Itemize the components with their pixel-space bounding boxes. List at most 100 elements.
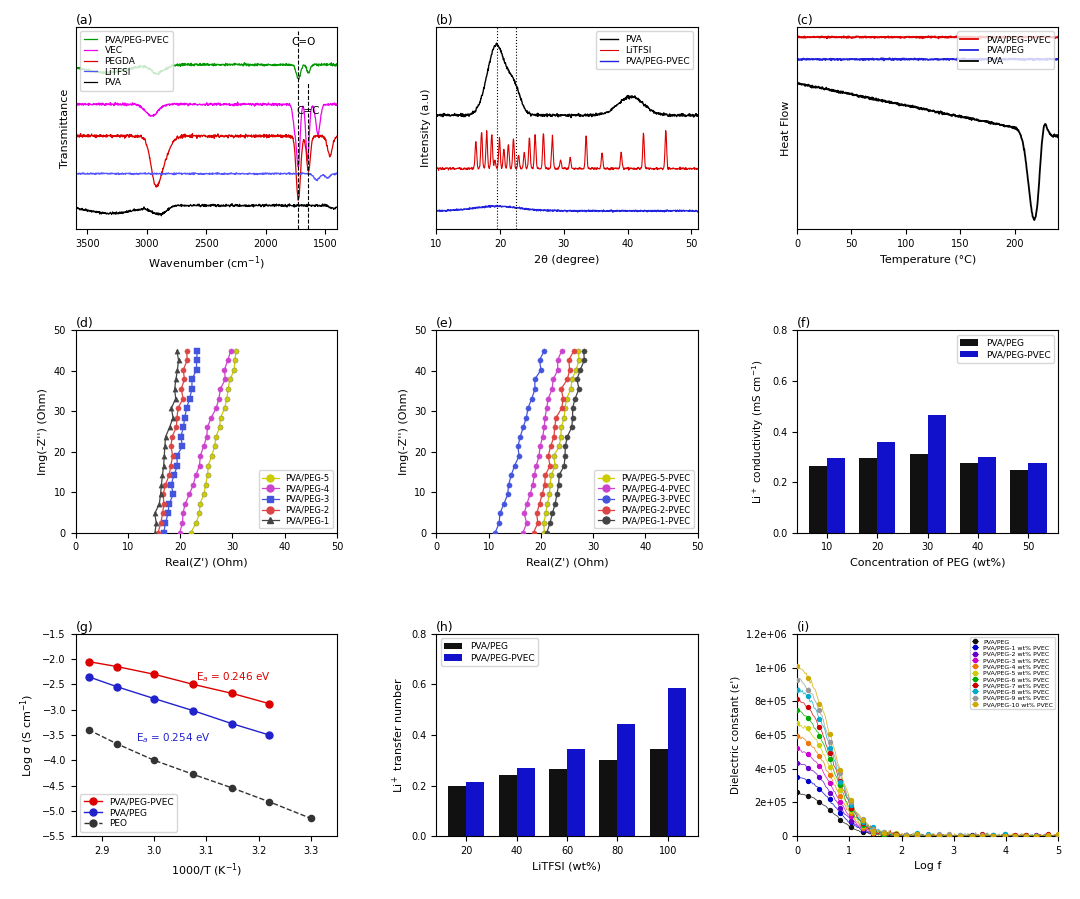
Point: [832, 783, 849, 797]
Point: [865, 823, 882, 838]
LiTFSI: [283, 167, 296, 178]
Point: [887, 828, 904, 842]
LiTFSI: [235, 168, 248, 179]
Point: [1039, 829, 1056, 843]
Point: [1050, 829, 1067, 843]
Point: [518, 516, 536, 530]
Point: [865, 823, 882, 838]
Y-axis label: Intensity (a.u): Intensity (a.u): [421, 89, 431, 167]
Point: [570, 382, 588, 396]
Point: [821, 803, 838, 817]
Line: PVA/PEG-PVEC: PVA/PEG-PVEC: [76, 63, 337, 79]
Point: [535, 516, 552, 530]
Text: (f): (f): [797, 317, 811, 330]
PVA: [1052, 131, 1065, 142]
Point: [887, 828, 904, 842]
Point: [156, 449, 173, 463]
Point: [575, 343, 592, 358]
PEGDA: [235, 131, 248, 142]
Point: [511, 449, 528, 463]
Point: [519, 401, 537, 415]
PVA/PEG-PVEC: [691, 207, 704, 218]
Point: [920, 829, 937, 843]
Point: [166, 382, 184, 396]
Point: [219, 382, 237, 396]
PVA: [85, 207, 98, 218]
Point: [260, 728, 278, 743]
Point: [181, 391, 199, 405]
Point: [951, 829, 969, 843]
Point: [1039, 829, 1056, 843]
Point: [157, 516, 174, 530]
Bar: [809, 466, 827, 532]
Point: [951, 829, 969, 843]
Point: [854, 823, 872, 837]
Bar: [1028, 463, 1047, 532]
Point: [951, 829, 969, 843]
Bar: [516, 768, 535, 836]
Point: [984, 828, 1001, 842]
Point: [188, 353, 205, 368]
Point: [517, 411, 535, 425]
Point: [951, 829, 969, 843]
PVA: [430, 109, 443, 120]
Y-axis label: Transmittance: Transmittance: [60, 88, 70, 168]
Point: [984, 829, 1001, 843]
Point: [930, 829, 947, 843]
Legend: PVA/PEG, PVA/PEG-1 wt% PVEC, PVA/PEG-2 wt% PVEC, PVA/PEG-3 wt% PVEC, PVA/PEG-4 w: PVA/PEG, PVA/PEG-1 wt% PVEC, PVA/PEG-2 w…: [970, 636, 1055, 709]
Bar: [549, 769, 567, 836]
Point: [996, 829, 1013, 843]
Bar: [467, 782, 485, 836]
Point: [951, 829, 969, 843]
Point: [522, 487, 539, 502]
Bar: [448, 786, 467, 836]
Bar: [877, 441, 895, 532]
Point: [549, 487, 566, 502]
Point: [228, 343, 245, 358]
X-axis label: Temperature (°C): Temperature (°C): [879, 254, 976, 264]
Point: [1007, 829, 1024, 843]
PVA: [226, 198, 239, 209]
Point: [80, 723, 97, 737]
Point: [832, 779, 849, 793]
Point: [897, 829, 915, 843]
Point: [528, 458, 545, 473]
Point: [865, 826, 882, 841]
Point: [553, 420, 570, 434]
Point: [821, 768, 838, 782]
Point: [984, 829, 1001, 843]
Point: [505, 458, 523, 473]
Y-axis label: Li$^+$ transfer number: Li$^+$ transfer number: [390, 677, 406, 793]
Point: [1017, 829, 1035, 843]
Point: [1050, 829, 1067, 843]
Point: [1007, 829, 1024, 843]
PVA: [988, 119, 1001, 129]
PEGDA: [69, 130, 82, 141]
Point: [564, 372, 581, 387]
Point: [526, 382, 543, 396]
Point: [854, 821, 872, 835]
LiTFSI: [596, 158, 609, 169]
Point: [160, 506, 177, 521]
Point: [821, 752, 838, 766]
Point: [154, 506, 172, 521]
PVA: [565, 112, 578, 123]
Point: [854, 815, 872, 830]
Point: [799, 689, 816, 703]
Point: [211, 420, 228, 434]
Point: [788, 703, 806, 717]
Point: [532, 362, 550, 377]
Point: [187, 468, 204, 483]
Point: [564, 401, 581, 415]
Point: [174, 516, 191, 530]
Point: [545, 449, 563, 463]
Point: [146, 691, 163, 706]
Point: [542, 468, 559, 483]
Point: [908, 829, 926, 843]
Point: [865, 827, 882, 841]
Point: [170, 401, 187, 415]
Point: [996, 829, 1013, 843]
PVA: [837, 87, 850, 98]
Point: [1017, 829, 1035, 843]
Point: [555, 411, 572, 425]
